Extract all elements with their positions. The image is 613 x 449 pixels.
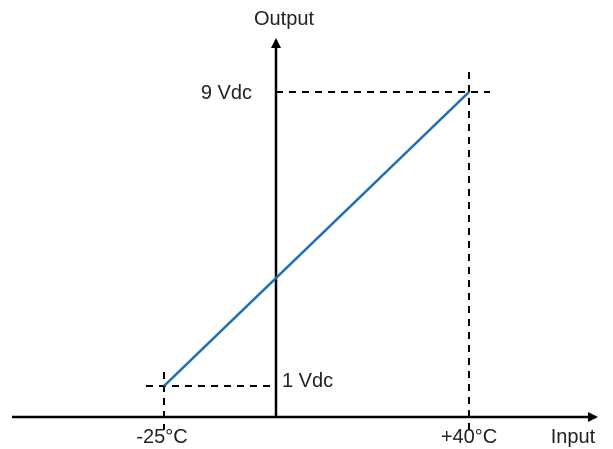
y-tick-label-min: 1 Vdc (282, 370, 333, 392)
x-axis-label: Input (551, 426, 596, 448)
y-tick-label-max: 9 Vdc (201, 82, 252, 104)
series-line (163, 91, 470, 387)
x-tick-label-min: -25°C (136, 426, 187, 448)
y-axis-label: Output (254, 8, 314, 30)
x-tick-label-max: +40°C (441, 426, 497, 448)
